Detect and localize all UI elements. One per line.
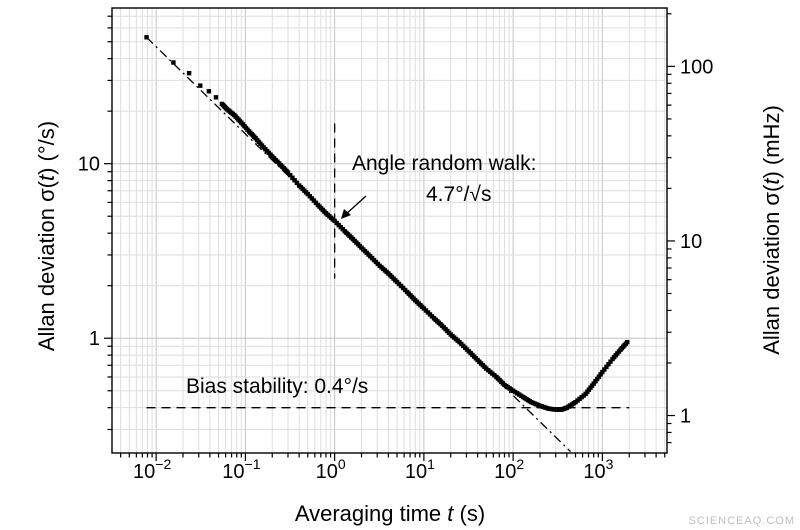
right-y-tick-label: 100 xyxy=(680,56,713,78)
y-tick-label: 1 xyxy=(89,328,100,350)
data-point xyxy=(171,60,176,65)
data-point xyxy=(144,35,149,40)
data-point xyxy=(625,339,630,345)
data-point xyxy=(213,95,219,100)
y-tick-label: 10 xyxy=(78,154,100,176)
data-point xyxy=(198,83,203,88)
data-point xyxy=(596,374,602,379)
x-tick-label: 101 xyxy=(405,456,435,483)
arw-annotation-line1: Angle random walk: xyxy=(352,152,536,175)
data-point xyxy=(600,369,605,375)
data-points xyxy=(144,35,630,412)
x-tick-base: 10 xyxy=(405,461,427,483)
data-point xyxy=(602,367,607,372)
x-tick-base: 10 xyxy=(222,461,244,483)
x-tick-label: 10−1 xyxy=(222,456,260,483)
data-point xyxy=(606,362,611,367)
x-tick-label: 100 xyxy=(316,456,346,483)
x-tick-base: 10 xyxy=(316,461,338,483)
x-tick-exponent: −1 xyxy=(245,456,261,472)
data-point xyxy=(608,359,613,364)
data-point xyxy=(186,71,192,76)
right-y-tick-label: 10 xyxy=(680,231,702,253)
arw-annotation-line2: 4.7°/√s xyxy=(426,183,491,206)
left-y-axis-title: Allan deviation σ(t) (°/s) xyxy=(34,121,59,351)
x-tick-exponent: 3 xyxy=(606,456,614,472)
data-point xyxy=(206,89,212,94)
right-y-axis-title: Allan deviation σ(t) (mHz) xyxy=(759,105,784,355)
axis-ticks xyxy=(104,13,675,461)
x-tick-label: 103 xyxy=(583,456,613,483)
data-point xyxy=(290,175,295,180)
y-tick-labels: 1 10 xyxy=(78,154,100,351)
x-tick-base: 10 xyxy=(133,461,155,483)
data-point xyxy=(294,180,300,186)
right-y-tick-label: 1 xyxy=(680,406,691,428)
data-point xyxy=(285,170,291,175)
x-tick-label: 10−2 xyxy=(133,456,171,483)
x-tick-base: 10 xyxy=(583,461,605,483)
x-tick-exponent: 2 xyxy=(516,456,524,472)
data-point xyxy=(591,381,596,386)
x-axis-title: Averaging time t (s) xyxy=(295,501,485,526)
data-point xyxy=(292,178,297,183)
x-tick-exponent: −2 xyxy=(155,456,171,472)
arw-annotation-arrow xyxy=(341,195,367,219)
x-tick-label: 102 xyxy=(494,456,524,483)
right-y-tick-labels: 1 10 100 xyxy=(680,56,713,427)
data-point xyxy=(593,379,598,384)
watermark: SCIENCEAQ.COM xyxy=(688,515,795,527)
plot-frame xyxy=(111,7,668,454)
data-point xyxy=(288,172,293,178)
data-point xyxy=(604,364,609,370)
x-tick-labels: 10−2 10−1 100 101 102 103 xyxy=(133,456,614,483)
x-tick-exponent: 1 xyxy=(427,456,435,472)
bias-annotation: Bias stability: 0.4°/s xyxy=(186,375,368,398)
x-tick-exponent: 0 xyxy=(338,456,346,472)
grid xyxy=(112,8,667,453)
x-tick-base: 10 xyxy=(494,461,516,483)
data-point xyxy=(594,376,600,382)
data-point xyxy=(598,372,603,377)
